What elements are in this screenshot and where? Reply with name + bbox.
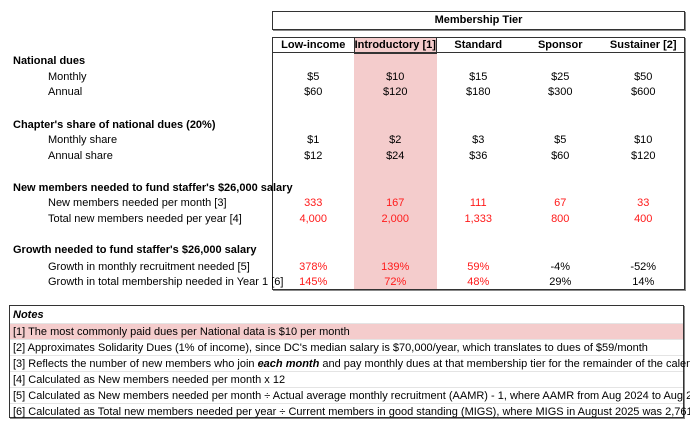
- table-cell: $60: [304, 86, 323, 98]
- table-cell: $5: [307, 71, 320, 83]
- table-row: Annual $60 $120 $180 $300 $600: [0, 85, 690, 99]
- table-cell: $300: [548, 86, 573, 98]
- table-cell: $15: [469, 71, 488, 83]
- row-label: Total new members needed per year [4]: [48, 213, 242, 225]
- table-cell: 59%: [467, 261, 490, 273]
- row-label: Monthly share: [48, 134, 118, 146]
- table-cell: 4,000: [299, 213, 328, 225]
- table-cell: -52%: [630, 261, 657, 273]
- table-cell: 139%: [381, 261, 410, 273]
- table-cell: 378%: [299, 261, 328, 273]
- row-label: Annual: [48, 86, 83, 98]
- table-cell: 111: [469, 197, 487, 209]
- table-cell: 14%: [632, 276, 655, 288]
- introductory-header-border: [354, 37, 437, 54]
- table-cell: 333: [304, 197, 323, 209]
- introductory-highlight: [354, 37, 437, 289]
- table-cell: 1,333: [464, 213, 493, 225]
- section-title-row: Chapter's share of national dues (20%): [0, 118, 690, 132]
- row-label: New members needed per month [3]: [48, 197, 227, 209]
- section-title: New members needed to fund staffer's $26…: [13, 182, 293, 194]
- table-cell: 800: [551, 213, 570, 225]
- section-title: National dues: [13, 55, 86, 67]
- section-title-row: New members needed to fund staffer's $26…: [0, 181, 690, 195]
- table-cell: $24: [386, 150, 405, 162]
- table-cell: $10: [634, 134, 653, 146]
- tier-table: [272, 37, 685, 290]
- table-cell: $120: [631, 150, 656, 162]
- table-row: Annual share $12 $24 $36 $60 $120: [0, 149, 690, 163]
- table-cell: 29%: [549, 276, 572, 288]
- note-text: and pay monthly dues at that membership …: [322, 358, 690, 370]
- table-row: Total new members needed per year [4] 4,0…: [0, 212, 690, 226]
- section-title-row: National dues: [0, 54, 690, 68]
- column-header: Sustainer [2]: [609, 39, 677, 51]
- note-item: [4] Calculated as New members needed per…: [10, 371, 683, 387]
- table-cell: $50: [634, 71, 653, 83]
- note-item: [1] The most commonly paid dues per Nati…: [10, 323, 683, 339]
- note-item: [3] Reflects the number of new members w…: [10, 355, 690, 371]
- note-text: [3] Reflects the number of new members w…: [13, 358, 258, 370]
- note-item: [5] Calculated as New members needed per…: [10, 387, 690, 403]
- section-title: Growth needed to fund staffer's $26,000 …: [13, 244, 257, 256]
- column-header: Standard: [454, 39, 503, 51]
- membership-tier-header: Membership Tier: [272, 11, 685, 30]
- table-cell: $12: [304, 150, 323, 162]
- table-cell: 48%: [467, 276, 490, 288]
- table-cell: $1: [307, 134, 320, 146]
- section-title-row: Growth needed to fund staffer's $26,000 …: [0, 243, 690, 257]
- table-cell: 145%: [299, 276, 328, 288]
- column-header: Sponsor: [537, 39, 583, 51]
- note-emphasis: each month: [257, 358, 320, 370]
- row-label: Growth in total membership needed in Yea…: [48, 276, 284, 288]
- column-header: Low-income: [281, 39, 346, 51]
- table-cell: 167: [386, 197, 405, 209]
- table-cell: -4%: [550, 261, 571, 273]
- column-header-row: Low-income Introductory [1] Standard Spo…: [0, 38, 690, 52]
- table-cell: 33: [637, 197, 650, 209]
- row-label: Monthly: [48, 71, 87, 83]
- header-divider: [272, 52, 684, 53]
- table-cell: $10: [386, 71, 405, 83]
- table-cell: $180: [466, 86, 491, 98]
- table-row: Monthly share $1 $2 $3 $5 $10: [0, 133, 690, 147]
- table-row: New members needed per month [3] 333 167 11…: [0, 196, 690, 210]
- row-label: Growth in monthly recruitment needed [5]: [48, 261, 250, 273]
- table-cell: 67: [554, 197, 567, 209]
- table-cell: 2,000: [381, 213, 410, 225]
- note-item: [2] Approximates Solidarity Dues (1% of …: [10, 339, 683, 355]
- table-cell: $3: [472, 134, 485, 146]
- table-cell: $25: [551, 71, 570, 83]
- table-cell: $120: [383, 86, 408, 98]
- table-row: Growth in total membership needed in Yea…: [0, 275, 690, 289]
- table-cell: $60: [551, 150, 570, 162]
- column-header: Introductory [1]: [354, 39, 436, 51]
- row-label: Annual share: [48, 150, 113, 162]
- notes-box: Notes [1] The most commonly paid dues per…: [9, 305, 690, 419]
- table-cell: $2: [389, 134, 402, 146]
- table-row: Growth in monthly recruitment needed [5]…: [0, 260, 690, 274]
- notes-title: Notes: [13, 309, 44, 321]
- section-title: Chapter's share of national dues (20%): [13, 119, 216, 131]
- table-cell: $36: [469, 150, 488, 162]
- table-cell: 400: [634, 213, 653, 225]
- table-cell: $5: [554, 134, 567, 146]
- note-item: [6] Calculated as Total new members need…: [10, 403, 690, 419]
- table-row: Monthly $5 $10 $15 $25 $50: [0, 70, 690, 84]
- table-cell: $600: [631, 86, 656, 98]
- table-cell: 72%: [384, 276, 407, 288]
